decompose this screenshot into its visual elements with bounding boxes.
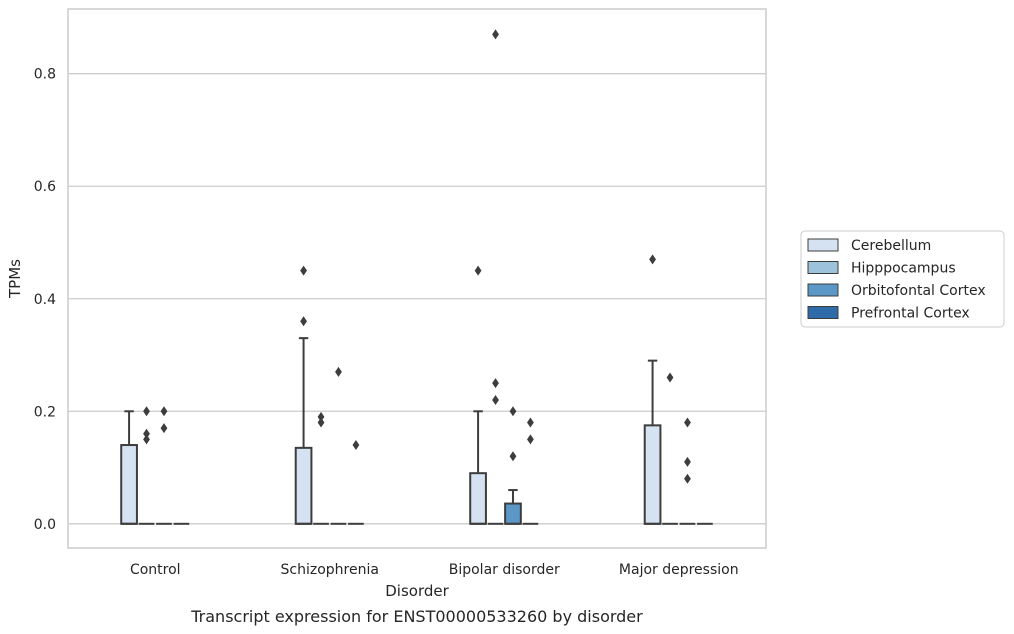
- box-cerebellum: [120, 410, 138, 525]
- plot-marks: [120, 29, 713, 525]
- box-hipppocampus: [138, 406, 155, 525]
- x-tick-label: Bipolar disorder: [449, 562, 560, 578]
- box-orbitofontal-cortex: [330, 366, 347, 525]
- outlier-point: [527, 434, 534, 445]
- outlier-point: [684, 473, 691, 484]
- y-tick-label: 0.2: [34, 404, 56, 420]
- box-cerebellum: [469, 265, 487, 525]
- y-tick-label: 0.4: [34, 292, 56, 308]
- outlier-point: [492, 395, 499, 406]
- outlier-point: [143, 406, 150, 417]
- outlier-point: [160, 406, 168, 417]
- outlier-point: [317, 411, 325, 422]
- outlier-point: [143, 428, 150, 439]
- legend-label: Prefrontal Cortex: [851, 306, 970, 322]
- x-axis-label: Disorder: [385, 582, 449, 600]
- box: [643, 424, 662, 525]
- x-tick-labels: Control Schizophrenia Bipolar disorder Majo…: [130, 562, 739, 578]
- box-orbitofontal-cortex: [679, 417, 696, 525]
- y-tick-labels: 0.0 0.2 0.4 0.6 0.8: [34, 67, 56, 533]
- box-prefrontal-cortex: [348, 440, 364, 525]
- x-tick-label: Schizophrenia: [281, 562, 379, 578]
- box-hipppocampus: [662, 372, 678, 525]
- box-hipppocampus: [487, 29, 504, 525]
- x-tick-label: Major depression: [619, 562, 739, 578]
- outlier-point: [684, 456, 691, 467]
- box: [504, 502, 522, 525]
- box: [294, 446, 313, 525]
- y-tick-label: 0.8: [34, 67, 56, 83]
- box: [120, 444, 138, 525]
- box-orbitofontal-cortex: [504, 406, 522, 525]
- outlier-point: [335, 366, 342, 377]
- outlier-point: [160, 423, 168, 434]
- legend-frame: [800, 230, 1005, 328]
- outlier-point: [352, 440, 360, 451]
- legend-label: Orbitofontal Cortex: [851, 283, 986, 299]
- legend-swatch: [807, 306, 839, 319]
- legend: Cerebellum Hipppocampus Orbitofontal Corte…: [800, 230, 1005, 328]
- y-tick-label: 0.6: [34, 179, 56, 195]
- box-cerebellum: [294, 265, 313, 525]
- y-tick-label: 0.0: [34, 517, 56, 533]
- plot-frame: [67, 8, 767, 549]
- y-axis-label: TPMs: [6, 259, 24, 299]
- box-prefrontal-cortex: [522, 417, 539, 525]
- legend-swatch: [807, 261, 839, 274]
- chart-caption: Transcript expression for ENST0000053326…: [190, 607, 643, 626]
- outlier-point: [143, 434, 150, 445]
- box-orbitofontal-cortex: [156, 406, 172, 525]
- outlier-point: [509, 451, 517, 462]
- legend-swatch: [807, 283, 839, 297]
- outlier-point: [684, 417, 691, 428]
- box: [469, 472, 487, 525]
- x-tick-label: Control: [130, 562, 181, 578]
- outlier-point: [300, 316, 307, 327]
- outlier-point: [317, 417, 325, 428]
- outlier-point: [509, 406, 517, 417]
- legend-swatch: [807, 238, 839, 252]
- outlier-point: [527, 417, 534, 428]
- outlier-point: [666, 372, 674, 383]
- outlier-point: [649, 254, 656, 265]
- legend-label: Hipppocampus: [851, 261, 956, 277]
- outlier-point: [492, 378, 499, 389]
- outlier-point: [474, 265, 482, 276]
- outlier-point: [300, 265, 307, 276]
- legend-label: Cerebellum: [851, 238, 931, 254]
- box-hipppocampus: [313, 411, 329, 525]
- outlier-point: [492, 29, 499, 40]
- box-cerebellum: [643, 254, 662, 525]
